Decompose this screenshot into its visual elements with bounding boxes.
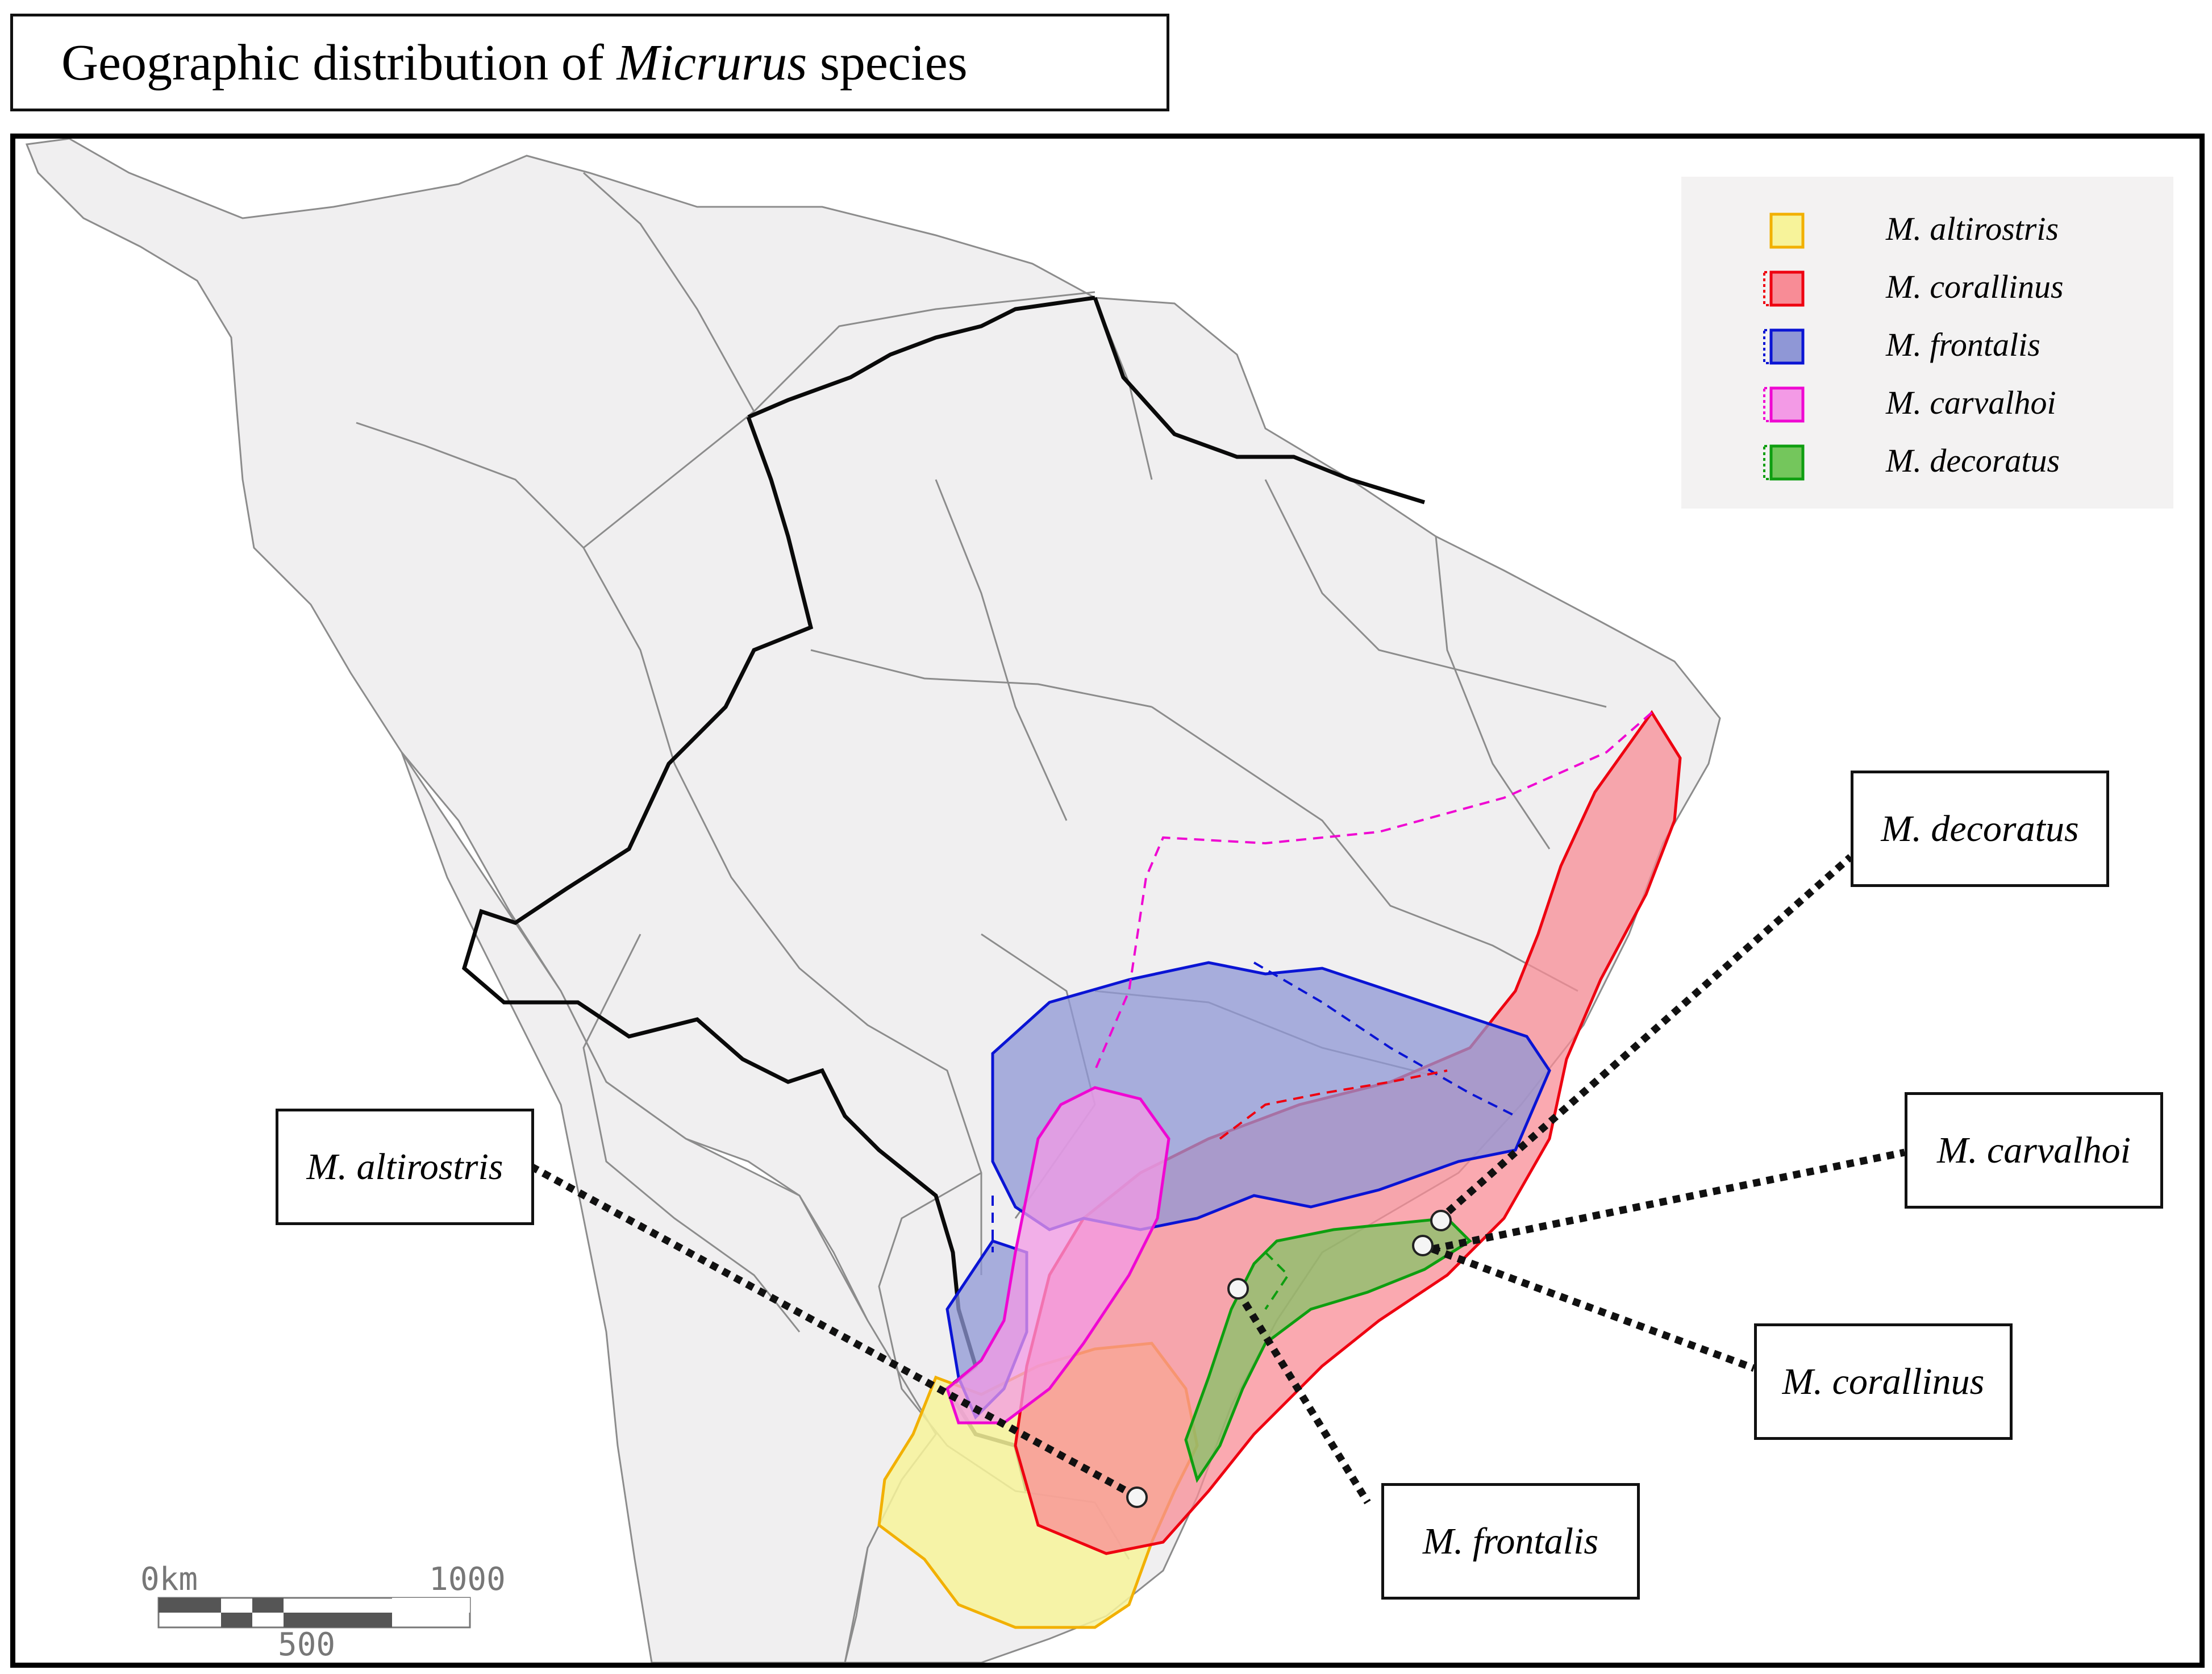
scale-bar-seg-5	[315, 1613, 392, 1627]
range-decoratus	[1184, 1217, 1472, 1483]
legend-label-carvalhoi: M. carvalhoi	[1886, 384, 2056, 421]
marker-frontalis	[1227, 1278, 1249, 1300]
west-coast-land	[401, 752, 937, 1663]
callout-frontalis: M. frontalis	[1381, 1483, 1640, 1600]
title-prefix: Geographic distribution of	[61, 34, 604, 91]
scale-end-label: 1000	[429, 1561, 506, 1598]
marker-altirostris	[1126, 1486, 1148, 1508]
leader-altirostris	[529, 1163, 1138, 1500]
scale-bar-seg-4	[284, 1613, 315, 1627]
leader-carvalhoi	[1431, 1148, 1906, 1253]
range-decoratus-dotted	[1264, 1251, 1290, 1310]
leader-corallinus	[1431, 1245, 1756, 1372]
map-canvas	[25, 139, 1906, 1663]
leader-frontalis	[1235, 1289, 1371, 1505]
scale-start-label: 0km	[140, 1561, 198, 1598]
legend: M. altirostris M. corallinus M. frontali…	[1681, 177, 2173, 509]
species-ranges	[877, 710, 1682, 1629]
range-frontalis-dotted	[992, 961, 1516, 1252]
legend-item-decoratus: M. decoratus	[1681, 437, 2173, 492]
legend-swatch-altirostris	[1769, 213, 1805, 249]
marker-decoratus	[1430, 1210, 1452, 1231]
range-carvalhoi-dotted	[1094, 711, 1653, 1071]
marker-corallinus-carvalhoi	[1412, 1235, 1434, 1256]
range-carvalhoi	[945, 1086, 1170, 1425]
range-corallinus-dotted	[1219, 1069, 1448, 1140]
legend-label-corallinus: M. corallinus	[1886, 268, 2064, 305]
scale-bar-seg-3	[252, 1598, 284, 1613]
legend-swatch-decoratus	[1763, 444, 1805, 481]
callout-carvalhoi: M. carvalhoi	[1905, 1092, 2163, 1209]
title-suffix: species	[819, 34, 968, 91]
callout-leaders	[529, 854, 1906, 1505]
location-markers	[1126, 1210, 1452, 1508]
map-title: Geographic distribution of Micrurus spec…	[10, 14, 1169, 111]
scale-bar-seg-2	[221, 1613, 252, 1627]
leader-decoratus	[1435, 854, 1853, 1223]
scale-mid-label: 500	[278, 1626, 336, 1663]
legend-label-altirostris: M. altirostris	[1886, 210, 2059, 247]
map-frame: 0km 1000 500 M. altirostris M. corallinu…	[10, 134, 2205, 1668]
legend-item-altirostris: M. altirostris	[1681, 205, 2173, 260]
scale-bar	[157, 1597, 471, 1629]
scale-bar-seg-1	[159, 1598, 221, 1613]
legend-swatch-corallinus	[1763, 270, 1805, 307]
callout-corallinus: M. corallinus	[1754, 1323, 2013, 1440]
legend-swatch-carvalhoi	[1763, 386, 1805, 423]
title-genus: Micrurus	[616, 34, 807, 91]
legend-item-carvalhoi: M. carvalhoi	[1681, 379, 2173, 434]
legend-label-decoratus: M. decoratus	[1886, 442, 2060, 479]
scale-bar-seg-6	[392, 1598, 470, 1613]
legend-swatch-frontalis	[1763, 328, 1805, 365]
legend-label-frontalis: M. frontalis	[1886, 326, 2040, 363]
legend-item-corallinus: M. corallinus	[1681, 263, 2173, 318]
callout-decoratus: M. decoratus	[1851, 771, 2109, 887]
legend-item-frontalis: M. frontalis	[1681, 321, 2173, 376]
callout-altirostris: M. altirostris	[276, 1109, 534, 1225]
